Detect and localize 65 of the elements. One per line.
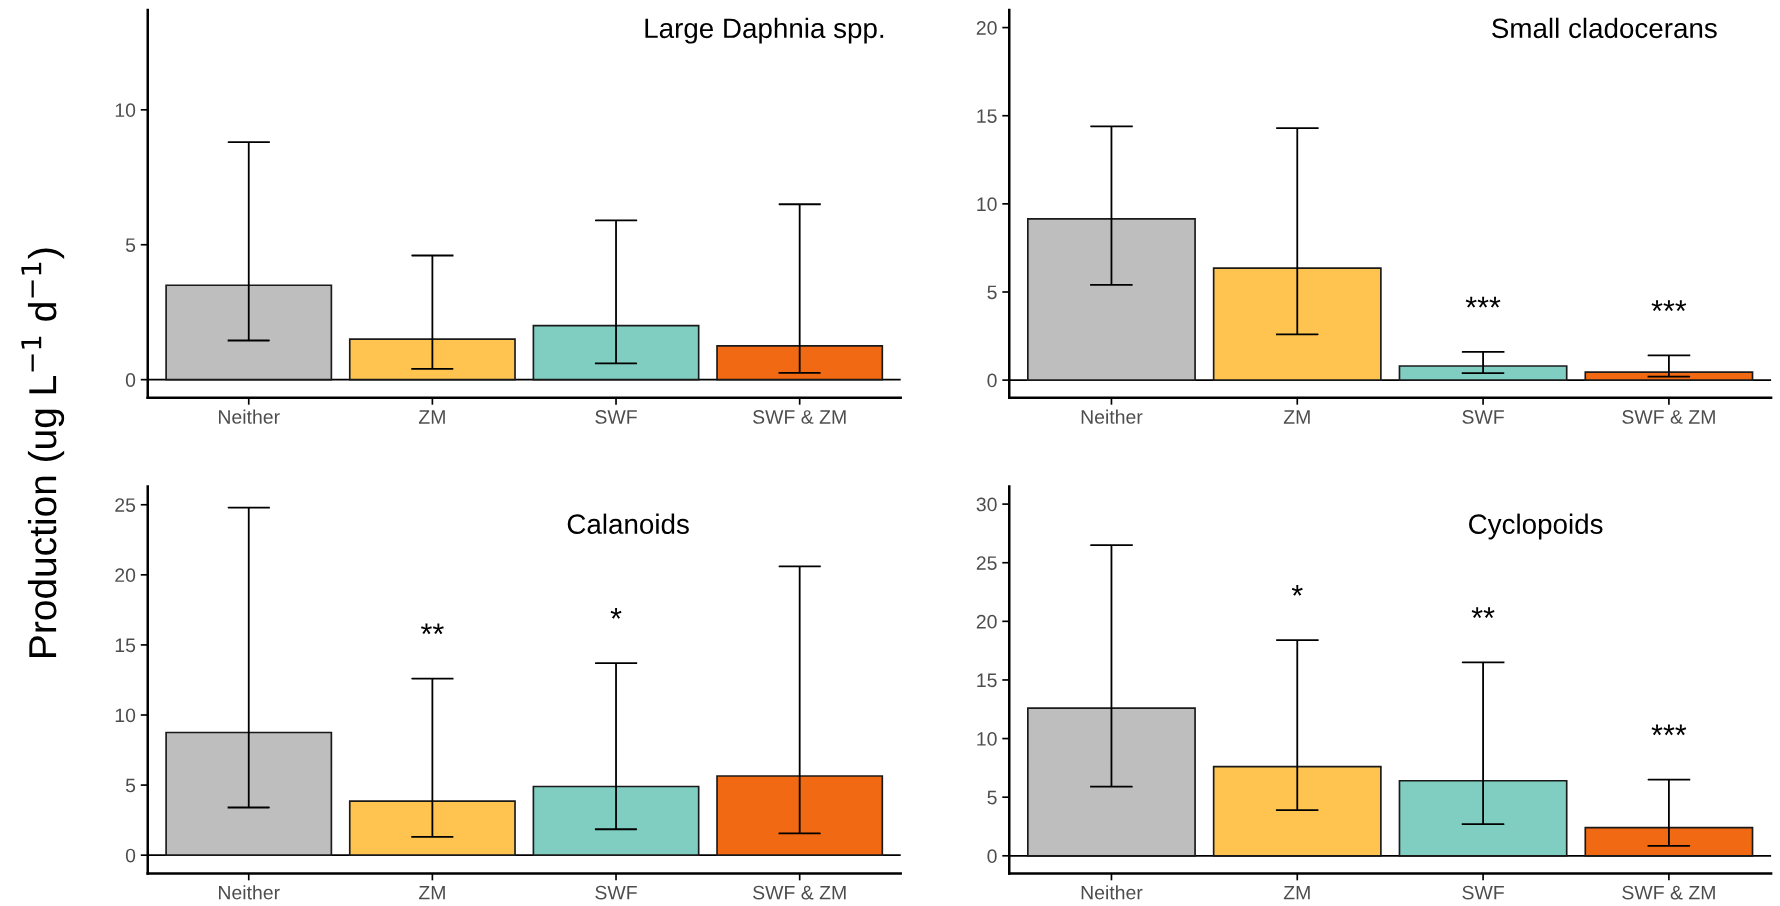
chart-title: Large Daphnia spp. [645, 17, 884, 44]
y-tick-label: 0 [125, 848, 136, 863]
bar [1398, 779, 1568, 857]
bar [348, 338, 516, 381]
x-tick-label: SWF [1462, 410, 1504, 424]
bar [716, 345, 884, 381]
y-tick-label: 10 [977, 197, 997, 212]
x-tick-label: Neither [219, 409, 280, 424]
bar [716, 775, 884, 856]
y-tick-label: 5 [987, 790, 997, 805]
x-tick-label: SWF & ZM [753, 410, 846, 424]
y-tick-label: 25 [976, 556, 997, 570]
x-tick-label: SWF & ZM [1622, 410, 1715, 424]
x-tick-label: SWF [595, 410, 637, 424]
annotation: * [1291, 584, 1303, 596]
y-tick-label: 5 [987, 285, 997, 300]
x-tick-label: ZM [418, 885, 445, 900]
x-tick-label: SWF & ZM [1622, 885, 1715, 900]
y-tick-label: 15 [977, 673, 997, 688]
x-tick-label: ZM [418, 410, 445, 424]
x-tick-label: SWF [595, 885, 637, 900]
bar [1584, 826, 1754, 857]
text: Cyclopoids [1469, 513, 1603, 540]
x-tick-label: Neither [219, 885, 280, 900]
y-tick-label: 10 [977, 732, 997, 746]
bar [165, 731, 333, 856]
y-tick-label: 5 [125, 778, 136, 793]
annotation: *** [1651, 724, 1687, 736]
y-axis-title: Production (ug L$^{−1}$ d$^{−1}$) [21, 248, 65, 657]
bar [1027, 217, 1196, 381]
annotation: *** [1465, 296, 1501, 308]
y-tick-label: 20 [115, 568, 136, 583]
bar [532, 324, 700, 381]
x-tick-label: Neither [1081, 885, 1143, 900]
x-tick-label: Neither [1081, 409, 1143, 424]
bar [532, 785, 700, 856]
bar [1212, 765, 1382, 857]
bar [1584, 371, 1754, 381]
x-tick-label: SWF [1462, 885, 1504, 900]
y-tick-label: 0 [987, 373, 997, 388]
y-tick-label: 15 [115, 638, 136, 653]
annotation: ** [420, 623, 444, 635]
y-tick-label: 20 [976, 614, 997, 629]
y-tick-label: 0 [125, 373, 136, 387]
annotation: * [610, 607, 622, 619]
y-tick-label: 20 [976, 21, 997, 35]
y-tick-label: 5 [125, 238, 136, 252]
y-tick-label: 0 [987, 849, 997, 864]
bar [165, 284, 333, 381]
x-tick-label: ZM [1283, 885, 1310, 900]
y-tick-label: 10 [115, 708, 136, 723]
bar [1212, 267, 1382, 381]
bar [348, 800, 516, 856]
bar [1398, 365, 1568, 381]
x-tick-label: ZM [1283, 410, 1310, 424]
chart-title: Small cladocerans [1492, 17, 1717, 39]
bar [1027, 707, 1196, 857]
text: Calanoids [567, 513, 689, 535]
y-tick-label: 25 [115, 498, 136, 512]
y-tick-label: 30 [976, 497, 997, 512]
annotation: ** [1471, 607, 1495, 618]
x-tick-label: SWF & ZM [753, 885, 846, 900]
annotation: *** [1651, 300, 1687, 312]
y-tick-label: 15 [977, 109, 997, 123]
y-tick-label: 10 [115, 103, 136, 118]
